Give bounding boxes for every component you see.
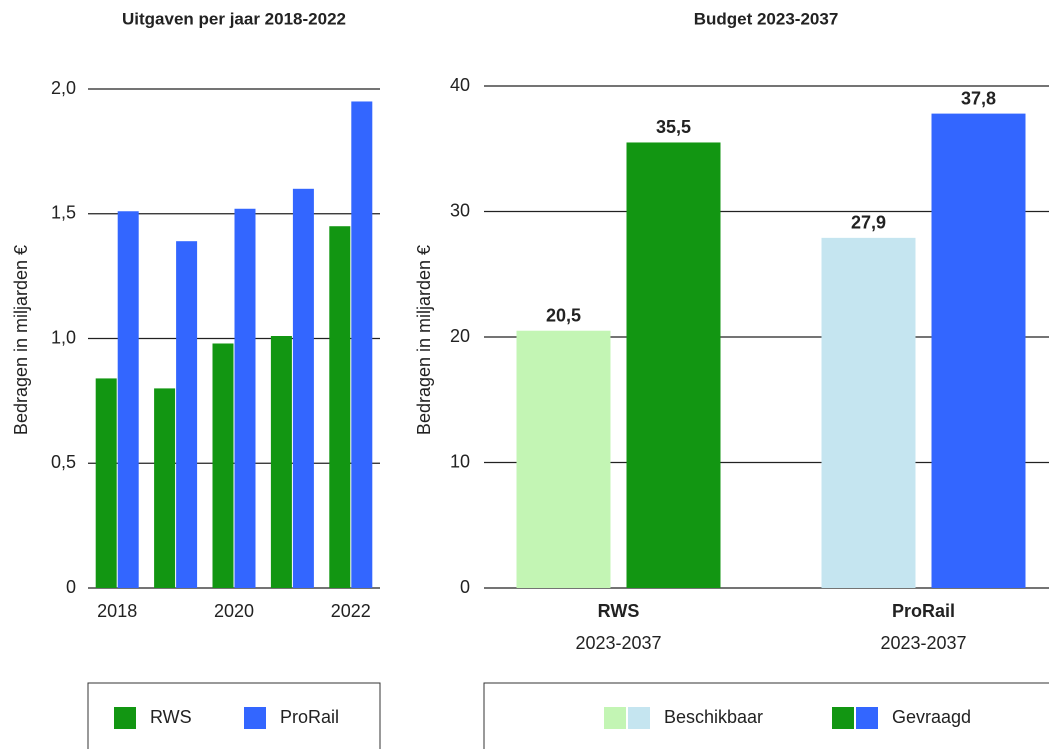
data-label: 37,8: [961, 88, 996, 108]
bar: [351, 101, 373, 588]
y-tick-label: 30: [450, 200, 470, 220]
bar: [931, 113, 1026, 589]
y-tick-label: 1,0: [51, 327, 76, 347]
y-axis-label: Bedragen in miljarden €: [414, 245, 434, 435]
legend-label: RWS: [150, 707, 192, 727]
chart-title: Budget 2023-2037: [694, 9, 839, 28]
legend-swatch: [114, 707, 136, 729]
legend-swatch: [856, 707, 878, 729]
legend-swatch: [832, 707, 854, 729]
bar: [176, 241, 198, 588]
x-tick-label: RWS: [598, 601, 640, 621]
data-label: 35,5: [656, 117, 691, 137]
x-tick-label: 2020: [214, 601, 254, 621]
y-tick-label: 40: [450, 75, 470, 95]
bar: [154, 388, 176, 588]
legend-label: ProRail: [280, 707, 339, 727]
bar: [95, 378, 117, 588]
bar: [212, 343, 234, 588]
bar: [821, 237, 916, 589]
y-tick-label: 0: [66, 577, 76, 597]
x-tick-label: ProRail: [892, 601, 955, 621]
legend-swatch: [244, 707, 266, 729]
data-label: 20,5: [546, 305, 581, 325]
y-tick-label: 1,5: [51, 203, 76, 223]
legend-box: [483, 682, 1049, 749]
bar: [329, 226, 351, 588]
y-tick-label: 20: [450, 326, 470, 346]
y-tick-label: 10: [450, 451, 470, 471]
y-tick-label: 0: [460, 577, 470, 597]
y-tick-label: 0,5: [51, 452, 76, 472]
bar: [270, 336, 292, 588]
chart-title: Uitgaven per jaar 2018-2022: [122, 9, 346, 28]
y-axis-label: Bedragen in miljarden €: [11, 245, 31, 435]
y-tick-label: 2,0: [51, 78, 76, 98]
data-label: 27,9: [851, 213, 886, 233]
bar: [292, 188, 314, 589]
bar: [234, 208, 256, 588]
legend-swatch: [604, 707, 626, 729]
bar: [626, 142, 721, 588]
x-tick-label: 2022: [331, 601, 371, 621]
legend-box: [87, 682, 381, 749]
x-tick-sublabel: 2023-2037: [575, 633, 661, 653]
x-tick-sublabel: 2023-2037: [880, 633, 966, 653]
legend-label: Beschikbaar: [664, 707, 763, 727]
legend-swatch: [628, 707, 650, 729]
bar: [516, 330, 611, 588]
bar: [117, 211, 139, 588]
legend-label: Gevraagd: [892, 707, 971, 727]
x-tick-label: 2018: [97, 601, 137, 621]
